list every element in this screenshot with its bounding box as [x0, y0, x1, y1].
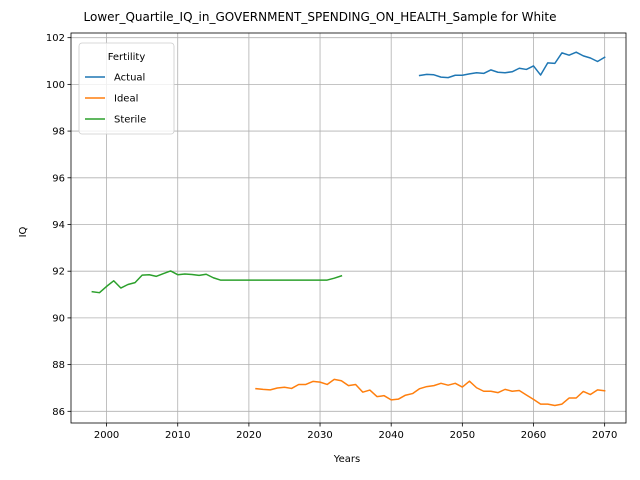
- x-tick-label: 2020: [236, 430, 261, 441]
- y-tick-label: 86: [52, 407, 65, 418]
- x-tick-label: 2000: [94, 430, 119, 441]
- y-tick-label: 92: [52, 267, 65, 278]
- series-line-ideal: [255, 378, 606, 407]
- x-tick-label: 2040: [378, 430, 403, 441]
- x-tick-label: 2060: [521, 430, 546, 441]
- y-tick-label: 102: [46, 33, 65, 44]
- series-line-actual: [418, 51, 606, 79]
- y-axis-label: IQ: [18, 226, 29, 237]
- legend-title: Fertility: [108, 52, 146, 63]
- x-tick-label: 2030: [307, 430, 332, 441]
- y-axis: 86 88 90 92 94 96 98 100 102: [46, 33, 71, 418]
- legend-label-ideal: Ideal: [114, 94, 138, 105]
- x-tick-label: 2070: [592, 430, 617, 441]
- x-axis: 2000 2010 2020 2030 2040 2050 2060 2070: [94, 423, 617, 441]
- series-layer: [91, 51, 606, 407]
- y-tick-label: 100: [46, 80, 65, 91]
- legend-box: [78, 42, 175, 135]
- y-tick-label: 88: [52, 360, 65, 371]
- x-axis-label: Years: [333, 454, 360, 465]
- x-tick-label: 2010: [165, 430, 190, 441]
- chart-title: Lower_Quartile_IQ_in_GOVERNMENT_SPENDING…: [84, 10, 557, 24]
- y-tick-label: 94: [52, 220, 65, 231]
- plot-frame: [70, 32, 627, 424]
- series-line-sterile: [91, 270, 343, 294]
- legend-label-actual: Actual: [114, 73, 145, 84]
- legend: Fertility Actual Ideal Sterile: [78, 42, 175, 135]
- legend-label-sterile: Sterile: [114, 115, 146, 126]
- x-tick-label: 2050: [450, 430, 475, 441]
- grid-lines: [71, 33, 626, 423]
- y-tick-label: 90: [52, 313, 65, 324]
- y-tick-label: 98: [52, 127, 65, 138]
- y-tick-label: 96: [52, 173, 65, 184]
